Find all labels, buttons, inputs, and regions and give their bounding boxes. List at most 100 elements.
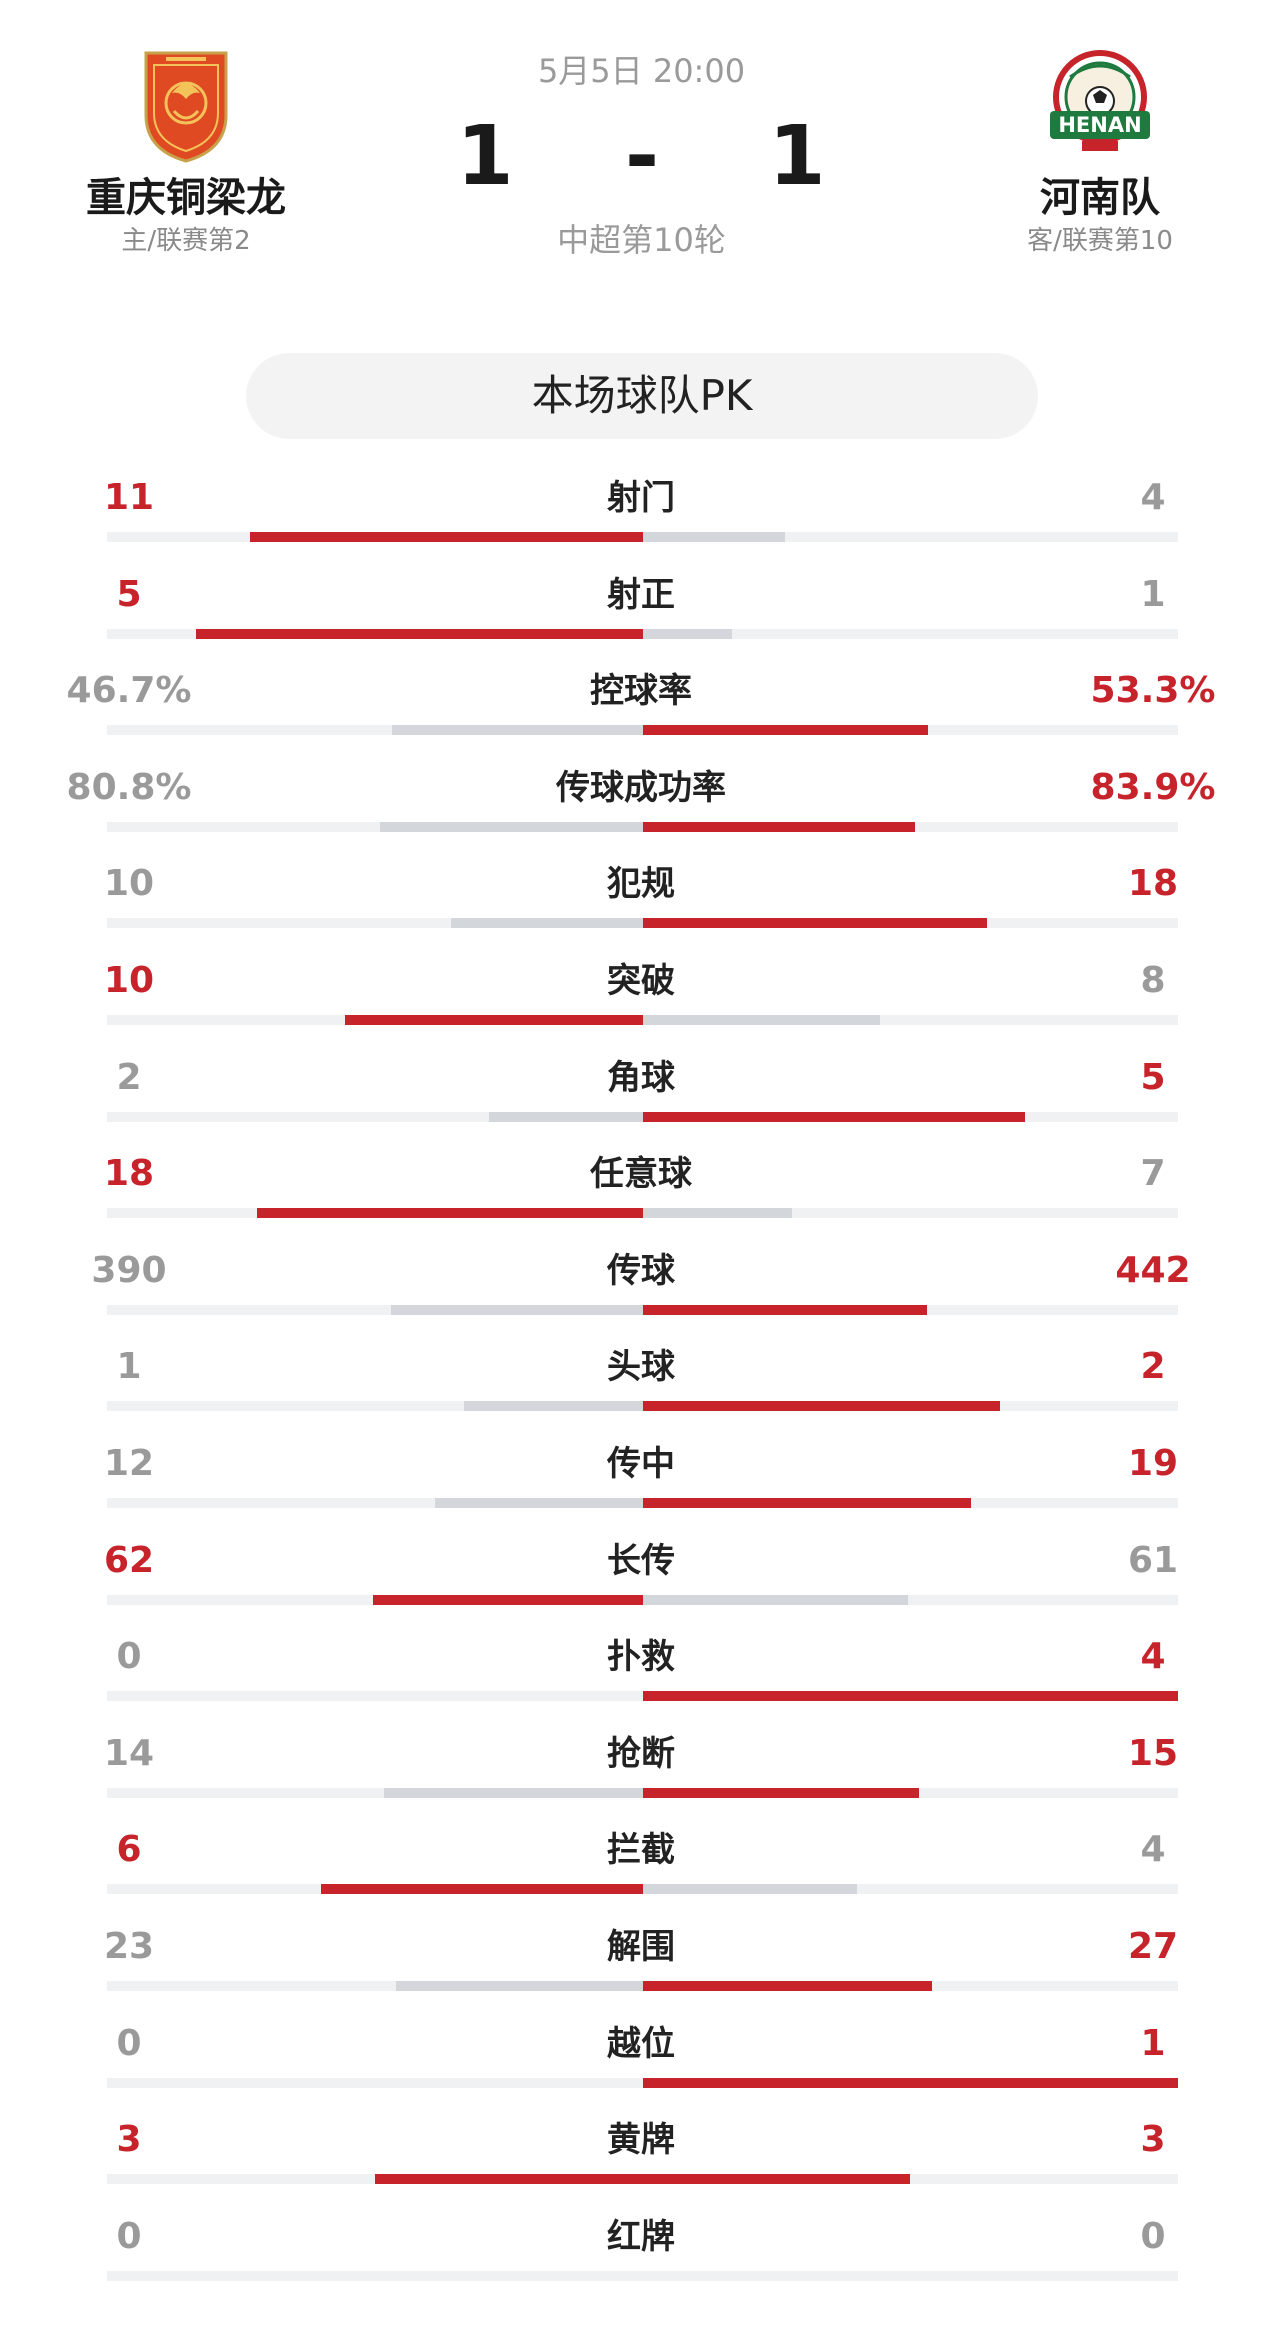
stat-label: 解围 [607, 1926, 675, 1967]
stat-label: 红牌 [607, 2216, 675, 2257]
stat-label: 头球 [607, 1347, 675, 1388]
home-stat-bar [396, 1980, 643, 1991]
stat-label: 越位 [607, 2023, 675, 2064]
away-team-subtitle: 客/联赛第10 [1027, 226, 1173, 256]
stat-comparison-track [107, 1304, 1178, 1315]
home-stat-bar [489, 1111, 643, 1122]
home-stat-bar [372, 1594, 643, 1605]
stat-row: 23 解围 27 [0, 1919, 1283, 2016]
home-stat-value: 1 [116, 1346, 142, 1388]
home-stat-bar [391, 1304, 643, 1315]
away-stat-bar [642, 2174, 911, 2185]
stat-row: 12 传中 19 [0, 1436, 1283, 1533]
stat-comparison-track [107, 1980, 1178, 1991]
away-stat-value: 53.3% [1090, 670, 1216, 712]
away-stat-value: 61 [1127, 1539, 1179, 1581]
section-title[interactable]: 本场球队PK [246, 353, 1038, 439]
away-team[interactable]: HENAN 河南队 客/联赛第10 [950, 45, 1250, 259]
away-stat-bar [642, 1304, 927, 1315]
away-stat-value: 4 [1140, 1829, 1166, 1871]
home-stat-bar [374, 2174, 643, 2185]
stat-row: 3 黄牌 3 [0, 2112, 1283, 2209]
stat-label: 抢断 [607, 1733, 675, 1774]
stat-label: 突破 [607, 960, 675, 1001]
home-stat-value: 3 [116, 2119, 142, 2161]
stat-row: 18 任意球 7 [0, 1146, 1283, 1243]
away-stat-value: 4 [1140, 1636, 1166, 1678]
stat-row: 0 扑救 4 [0, 1629, 1283, 1726]
home-stat-value: 0 [116, 1636, 142, 1678]
away-stat-bar [642, 1208, 793, 1219]
away-stat-value: 2 [1140, 1346, 1166, 1388]
away-stat-value: 5 [1140, 1056, 1166, 1098]
away-stat-bar [642, 1111, 1025, 1122]
stat-row: 10 突破 8 [0, 953, 1283, 1050]
home-stat-value: 14 [103, 1732, 155, 1774]
stat-row: 10 犯规 18 [0, 856, 1283, 953]
stat-comparison-track [107, 2077, 1178, 2088]
away-stat-bar [642, 1884, 857, 1895]
stat-comparison-track [107, 821, 1178, 832]
away-stat-value: 18 [1127, 863, 1179, 905]
away-stat-value: 0 [1140, 2215, 1166, 2257]
stat-row: 2 角球 5 [0, 1050, 1283, 1147]
home-team-subtitle: 主/联赛第2 [121, 226, 251, 256]
away-stat-bar [642, 2077, 1178, 2088]
away-stat-value: 19 [1127, 1442, 1179, 1484]
home-stat-bar [392, 725, 643, 736]
away-stat-value: 4 [1140, 477, 1166, 518]
stat-comparison-track [107, 1594, 1178, 1605]
stat-row: 390 传球 442 [0, 1243, 1283, 1340]
home-stat-value: 6 [116, 1829, 142, 1871]
stat-label: 长传 [607, 1540, 675, 1581]
away-stat-bar [642, 1980, 932, 1991]
away-team-name: 河南队 [1040, 175, 1160, 221]
stat-row: 80.8% 传球成功率 83.9% [0, 760, 1283, 857]
away-stat-value: 27 [1127, 1925, 1179, 1967]
home-team[interactable]: 重庆铜梁龙 主/联赛第2 [36, 45, 336, 259]
away-stat-bar [642, 1594, 909, 1605]
away-stat-bar [642, 532, 786, 542]
stat-comparison-track [107, 532, 1178, 542]
away-stat-bar [642, 1691, 1178, 1702]
stat-label: 任意球 [590, 1154, 692, 1195]
stat-row: 11 射门 4 [0, 470, 1283, 567]
stat-label: 拦截 [607, 1830, 675, 1871]
home-stat-value: 10 [103, 863, 155, 905]
home-stat-bar [249, 532, 643, 542]
stat-row: 46.7% 控球率 53.3% [0, 663, 1283, 760]
home-stat-bar [383, 1787, 643, 1798]
home-stat-bar [379, 821, 643, 832]
away-stat-bar [642, 821, 916, 832]
stat-row: 14 抢断 15 [0, 1726, 1283, 1823]
away-stat-value: 7 [1140, 1153, 1166, 1195]
home-stat-bar [435, 1497, 643, 1508]
stat-comparison-track [107, 918, 1178, 929]
away-stat-bar [642, 918, 987, 929]
away-stat-value: 83.9% [1090, 766, 1216, 808]
away-stat-bar [642, 725, 928, 736]
away-stat-value: 442 [1115, 1249, 1191, 1291]
stat-label: 黄牌 [607, 2120, 675, 2161]
stat-comparison-track [107, 1787, 1178, 1798]
away-stat-value: 1 [1140, 573, 1166, 615]
home-stat-value: 12 [103, 1442, 155, 1484]
away-score: 1 [768, 109, 826, 204]
stat-comparison-track [107, 725, 1178, 736]
away-stat-value: 1 [1140, 2022, 1166, 2064]
stat-label: 控球率 [590, 671, 692, 712]
stat-comparison-track [107, 1401, 1178, 1412]
stat-label: 角球 [607, 1057, 675, 1098]
stat-comparison-track [107, 1111, 1178, 1122]
home-stat-value: 10 [103, 959, 155, 1001]
away-stat-value: 3 [1140, 2119, 1166, 2161]
stat-label: 扑救 [607, 1637, 675, 1678]
home-team-name: 重庆铜梁龙 [86, 175, 286, 221]
match-round: 中超第10轮 [557, 221, 726, 259]
home-stat-value: 0 [116, 2022, 142, 2064]
stat-row: 0 红牌 0 [0, 2209, 1283, 2306]
away-stat-bar [642, 628, 732, 639]
home-stat-value: 5 [116, 573, 142, 615]
home-stat-value: 46.7% [66, 670, 192, 712]
stat-row: 1 头球 2 [0, 1339, 1283, 1436]
